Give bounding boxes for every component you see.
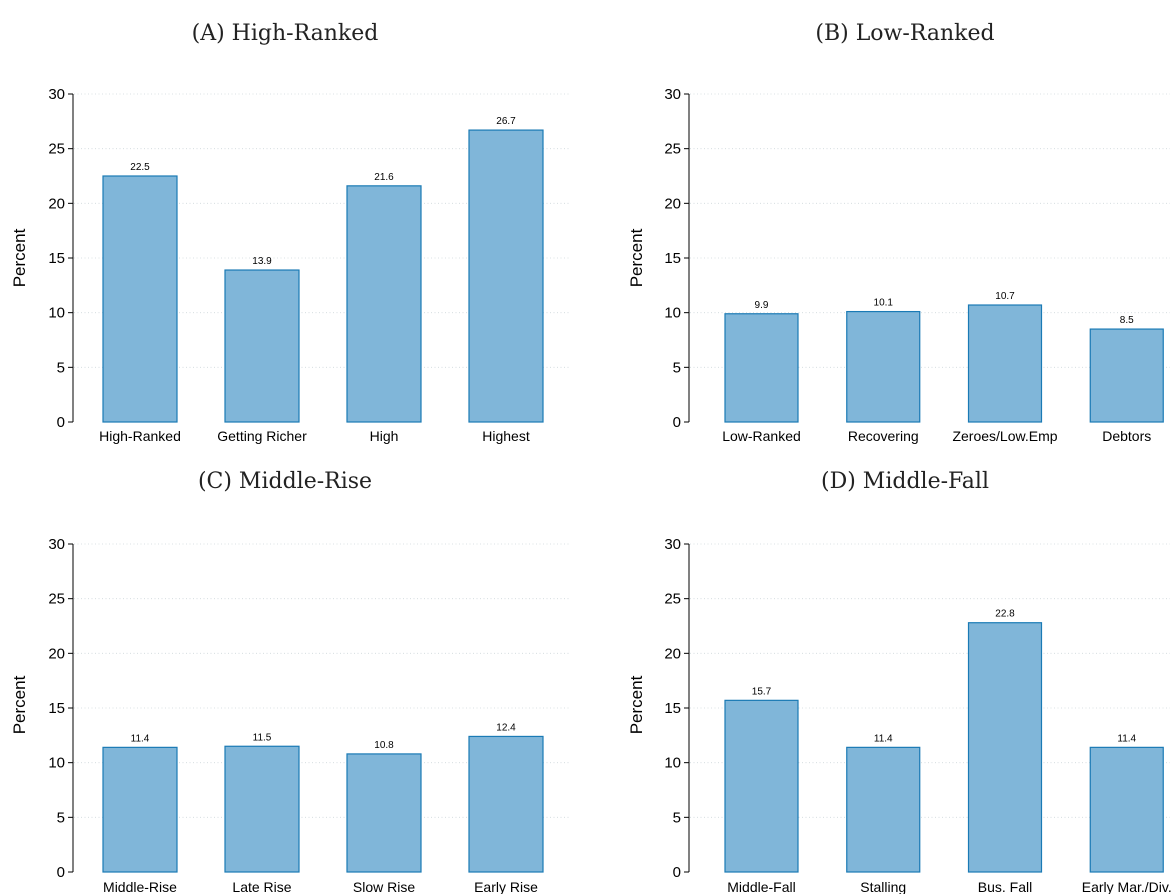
data-label: 8.5 — [1120, 315, 1134, 326]
category-label: Early Mar./Div. — [1082, 879, 1171, 894]
data-label: 22.5 — [130, 162, 150, 173]
category-label: Middle-Fall — [727, 879, 795, 894]
bar — [1089, 328, 1164, 423]
chart-svg-d: (D) Middle-Fall Percent 0 5 10 15 20 25 30 15.… — [627, 469, 1171, 894]
category-label: Slow Rise — [353, 879, 415, 894]
panel-title: (B) Low-Ranked — [815, 21, 994, 46]
y-tick-label: 25 — [48, 591, 65, 608]
bar — [1089, 746, 1164, 873]
category-label: Debtors — [1102, 428, 1151, 444]
chart-panel-a: (A) High-Ranked Percent 0 5 10 15 20 25 30 22.… — [0, 0, 585, 447]
bar — [346, 185, 422, 423]
category-label: Getting Richer — [217, 428, 307, 444]
bar — [724, 699, 799, 873]
category-label: Recovering — [848, 428, 919, 444]
category-label: Middle-Rise — [103, 879, 177, 894]
y-axis-label: Percent — [10, 228, 29, 287]
category-label: Early Rise — [474, 879, 538, 894]
category-label: Low-Ranked — [722, 428, 801, 444]
y-tick-label: 10 — [664, 305, 681, 322]
bar — [224, 269, 300, 423]
bar — [346, 753, 422, 873]
bar — [468, 735, 544, 873]
y-tick-label: 0 — [673, 414, 681, 431]
chart-svg-a: (A) High-Ranked Percent 0 5 10 15 20 25 30 22.… — [10, 21, 570, 444]
data-label: 13.9 — [252, 256, 272, 267]
y-tick-label: 10 — [664, 755, 681, 772]
category-label: High-Ranked — [99, 428, 181, 444]
data-label: 11.4 — [1117, 733, 1136, 744]
y-tick-label: 30 — [664, 536, 681, 553]
data-label: 21.6 — [374, 172, 394, 183]
category-label: Highest — [482, 428, 530, 444]
y-tick-label: 25 — [664, 141, 681, 158]
chart-panel-b: (B) Low-Ranked Percent 0 5 10 15 20 25 30 9.9 1… — [586, 0, 1171, 447]
chart-panel-d: (D) Middle-Fall Percent 0 5 10 15 20 25 30 15.… — [586, 447, 1171, 894]
y-tick-label: 20 — [664, 195, 681, 212]
chart-svg-c: (C) Middle-Rise Percent 0 5 10 15 20 25 30 11.… — [10, 469, 570, 894]
y-tick-label: 25 — [48, 141, 65, 158]
category-label: Stalling — [860, 879, 906, 894]
category-label: Late Rise — [232, 879, 291, 894]
bar — [846, 746, 921, 873]
data-label: 9.9 — [755, 300, 769, 311]
y-tick-label: 0 — [57, 414, 65, 431]
bar — [102, 746, 178, 873]
y-axis-label: Percent — [627, 228, 646, 287]
y-tick-label: 10 — [48, 305, 65, 322]
bar — [846, 310, 921, 423]
y-axis-label: Percent — [627, 675, 646, 734]
data-label: 11.4 — [131, 733, 150, 744]
y-tick-label: 5 — [57, 809, 65, 826]
y-tick-label: 20 — [48, 645, 65, 662]
data-label: 15.7 — [752, 686, 772, 697]
chart-panel-c: (C) Middle-Rise Percent 0 5 10 15 20 25 30 11.… — [0, 447, 585, 894]
data-label: 22.8 — [995, 609, 1015, 620]
y-tick-label: 30 — [48, 86, 65, 103]
data-label: 10.8 — [374, 740, 394, 751]
y-tick-label: 15 — [48, 700, 65, 717]
bar — [967, 304, 1043, 423]
y-tick-label: 0 — [57, 864, 65, 881]
panel-title: (D) Middle-Fall — [821, 469, 989, 494]
data-label: 10.7 — [995, 291, 1015, 302]
y-tick-label: 30 — [664, 86, 681, 103]
y-tick-label: 10 — [48, 755, 65, 772]
bar — [468, 129, 544, 423]
bar — [102, 175, 178, 423]
y-tick-label: 30 — [48, 536, 65, 553]
y-tick-label: 5 — [673, 359, 681, 376]
y-axis-label: Percent — [10, 675, 29, 734]
category-label: High — [370, 428, 399, 444]
panel-title: (A) High-Ranked — [192, 21, 379, 46]
data-label: 11.4 — [874, 733, 893, 744]
y-tick-label: 20 — [664, 645, 681, 662]
data-label: 12.4 — [496, 722, 516, 733]
category-label: Zeroes/Low.Emp — [952, 428, 1057, 444]
y-tick-label: 20 — [48, 195, 65, 212]
category-label: Bus. Fall — [978, 879, 1032, 894]
y-tick-label: 5 — [673, 809, 681, 826]
chart-svg-b: (B) Low-Ranked Percent 0 5 10 15 20 25 30 9.9 1… — [627, 21, 1170, 444]
bar — [224, 745, 300, 873]
panel-title: (C) Middle-Rise — [198, 469, 372, 494]
y-tick-label: 0 — [673, 864, 681, 881]
data-label: 10.1 — [874, 298, 894, 309]
y-tick-label: 15 — [664, 250, 681, 267]
bar — [724, 313, 799, 423]
y-tick-label: 5 — [57, 359, 65, 376]
data-label: 11.5 — [253, 732, 272, 743]
data-label: 26.7 — [496, 116, 516, 127]
y-tick-label: 15 — [48, 250, 65, 267]
y-tick-label: 25 — [664, 591, 681, 608]
y-tick-label: 15 — [664, 700, 681, 717]
bar — [967, 622, 1043, 873]
